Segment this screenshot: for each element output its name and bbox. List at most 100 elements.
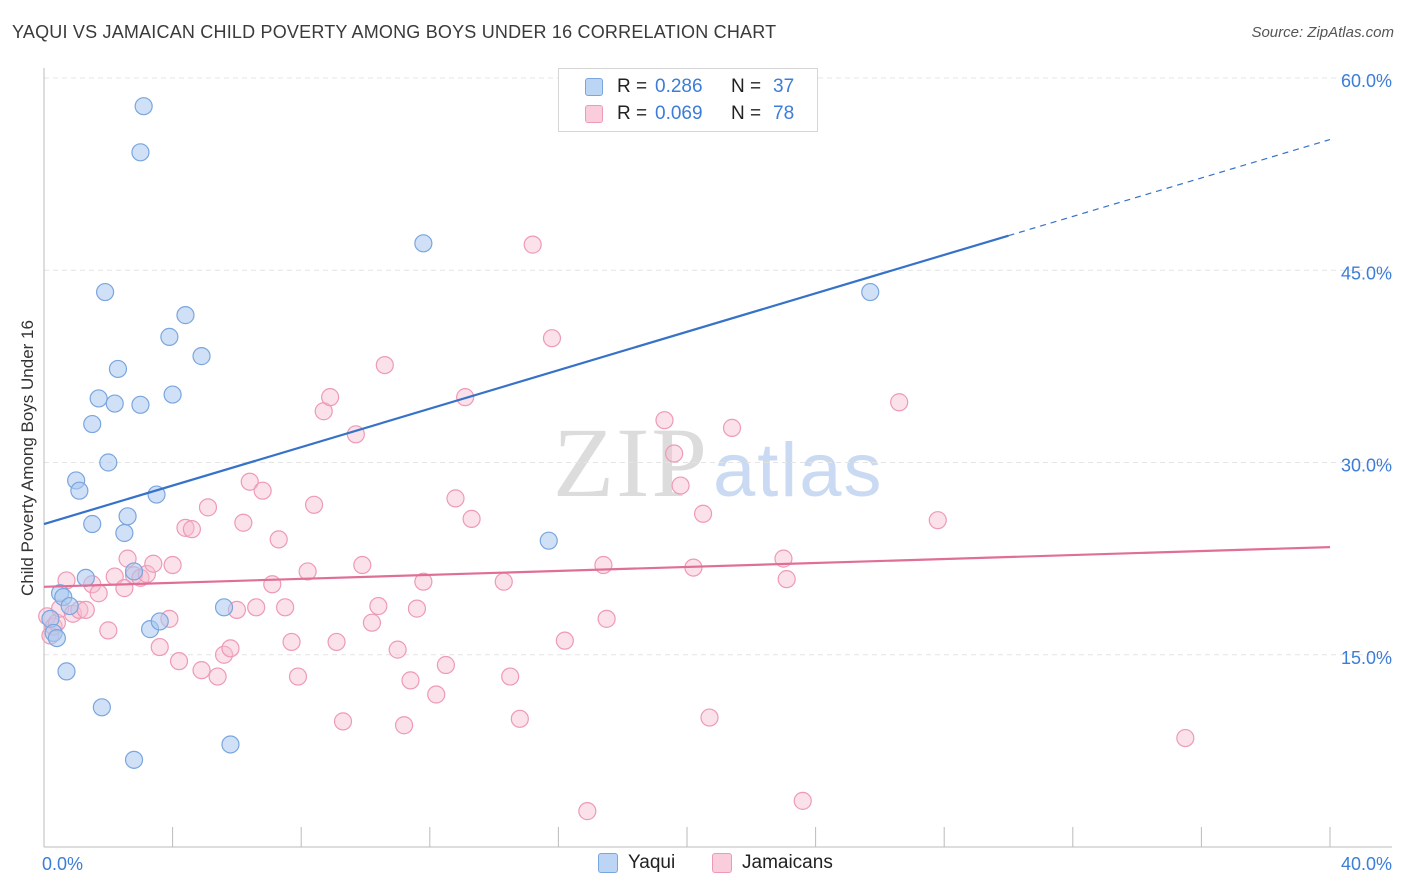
yaqui-points [41, 97, 880, 769]
jamaicans-point [99, 621, 118, 640]
jamaicans-trend-line [43, 545, 1331, 588]
jamaicans-point [1176, 728, 1195, 748]
jamaicans-point [221, 639, 240, 658]
jamaicans-point [353, 555, 372, 575]
legend-n-label: N = [731, 76, 762, 97]
jamaicans-point [597, 609, 616, 628]
yaqui-point [134, 97, 153, 116]
jamaicans-point [321, 388, 340, 407]
legend-r-label: R = [617, 76, 648, 97]
y-axis-label: Child Poverty Among Boys Under 16 [18, 320, 37, 596]
yaqui-point [124, 562, 144, 581]
yaqui-point [131, 143, 150, 162]
yaqui-point [105, 394, 124, 413]
yaqui-point [118, 507, 137, 526]
jamaicans-point [542, 329, 562, 348]
yaqui-point [70, 481, 89, 500]
tick-labels: 15.0% 30.0% 45.0% 60.0% 0.0% 40.0% [42, 71, 1392, 874]
jamaicans-point [928, 511, 947, 530]
jamaicans-point [665, 444, 684, 463]
legend-row-jamaicans: R = 0.069 N = 78 [585, 102, 794, 126]
legend-swatch-jamaicans [585, 105, 603, 123]
yaqui-point [414, 234, 433, 253]
jamaicans-point [555, 631, 574, 650]
jamaicans-point [333, 712, 353, 731]
jamaicans-point [671, 476, 690, 495]
jamaicans-point [247, 598, 266, 617]
jamaicans-point [288, 667, 308, 686]
yaqui-point [131, 395, 150, 414]
jamaicans-point [144, 554, 163, 573]
jamaicans-point [700, 708, 719, 727]
jamaicans-point [327, 632, 346, 652]
jamaicans-point [510, 709, 529, 728]
jamaicans-point [501, 667, 520, 686]
jamaicans-point [276, 598, 295, 617]
jamaicans-point [494, 572, 513, 591]
yaqui-point [83, 414, 102, 434]
jamaicans-point [176, 518, 195, 537]
jamaicans-point [182, 520, 201, 539]
yaqui-point [47, 628, 66, 648]
legend-row-yaqui: R = 0.286 N = 37 [585, 75, 794, 99]
jamaicans-point [578, 802, 597, 821]
yaqui-point [539, 531, 558, 550]
y-tick-label: 30.0% [1341, 456, 1392, 476]
yaqui-point [99, 453, 118, 472]
jamaicans-point [198, 498, 218, 517]
x-tick-label: 0.0% [42, 854, 83, 874]
jamaicans-point [436, 655, 455, 675]
jamaicans-point [263, 575, 282, 594]
y-tick-label: 15.0% [1341, 648, 1392, 668]
jamaicans-point [192, 661, 211, 680]
legend-n-value: 78 [773, 103, 795, 124]
jamaicans-point [462, 509, 481, 528]
x-tick-label: 40.0% [1341, 854, 1392, 874]
jamaicans-point [369, 596, 388, 616]
legend-swatch-yaqui [585, 78, 603, 96]
jamaicans-point [169, 652, 189, 671]
jamaicans-point [407, 599, 427, 618]
yaqui-point [147, 485, 166, 504]
yaqui-point [214, 598, 234, 617]
bottom-legend-label-jamaicans: Jamaicans [742, 852, 833, 873]
legend-r-value: 0.069 [655, 103, 703, 124]
yaqui-point [83, 514, 102, 534]
yaqui-point [176, 306, 195, 325]
bottom-legend-swatch-yaqui [598, 853, 618, 873]
legend: R = 0.286 N = 37 R = 0.069 N = 78 [558, 68, 818, 132]
jamaicans-point [388, 640, 407, 659]
jamaicans-point [414, 572, 433, 591]
jamaicans-point [523, 235, 542, 254]
jamaicans-point [375, 355, 394, 375]
yaqui-point [89, 389, 108, 408]
jamaicans-point [269, 530, 288, 549]
jamaicans-point [394, 716, 414, 735]
jamaicans-point [89, 584, 108, 603]
bottom-legend-jamaicans: Jamaicans [712, 852, 833, 874]
yaqui-point [108, 359, 128, 379]
jamaicans-point [298, 562, 317, 581]
yaqui-point [124, 750, 144, 769]
yaqui-point [60, 596, 79, 616]
jamaicans-point [777, 570, 796, 589]
legend-r-label: R = [617, 103, 648, 124]
yaqui-point [76, 568, 95, 587]
yaqui-point [163, 385, 182, 404]
jamaicans-point [793, 791, 812, 810]
jamaicans-point [234, 513, 253, 532]
jamaicans-point [208, 667, 227, 686]
legend-n-value: 37 [773, 76, 795, 97]
jamaicans-point [427, 685, 446, 704]
y-tick-label: 60.0% [1341, 71, 1392, 91]
yaqui-point [92, 698, 111, 717]
source-label: Source: ZipAtlas.com [1251, 24, 1394, 41]
chart-title: YAQUI VS JAMAICAN CHILD POVERTY AMONG BO… [12, 22, 777, 42]
jamaicans-point [282, 632, 301, 652]
yaqui-point [95, 282, 115, 302]
jamaicans-point [240, 472, 259, 491]
jamaicans-point [304, 495, 324, 514]
yaqui-point [150, 612, 169, 631]
jamaicans-point [76, 600, 95, 619]
